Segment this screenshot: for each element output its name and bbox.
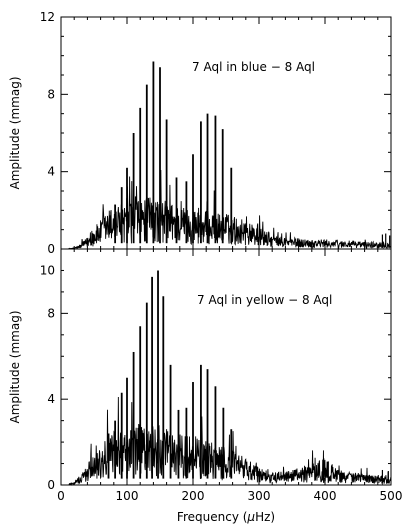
y-tick-label-bottom-4: 4 [47,392,55,406]
series-top [61,61,392,250]
annotation-top: 7 Aql in blue − 8 Aql [192,60,315,74]
annotation-bottom: 7 Aql in yellow − 8 Aql [197,293,332,307]
y-tick-label-top-12: 12 [40,10,55,24]
x-tick-label-100: 100 [116,489,139,503]
x-tick-label-0: 0 [57,489,65,503]
noise-line-bottom [61,396,392,486]
y-tick-label-bottom-0: 0 [47,478,55,492]
y-tick-label-bottom-10: 10 [40,263,55,277]
y-axis-label-bottom: Amplitude (mmag) [8,310,22,423]
series-bottom [61,270,392,486]
panel-top: 7 Aql in blue − 8 Aql Amplitude (mmag) 0… [8,10,392,256]
y-tick-label-top-8: 8 [47,87,55,101]
noise-line-top [61,170,392,250]
x-tick-label-500: 500 [380,489,403,503]
y-axis-label-top: Amplitude (mmag) [8,76,22,189]
ticks-bottom: 0 100 200 300 400 500 0 4 8 10 [40,248,403,503]
y-tick-label-top-4: 4 [47,165,55,179]
plot-frame-bottom [60,248,392,486]
y-tick-label-top-0: 0 [47,242,55,256]
y-tick-label-bottom-8: 8 [47,306,55,320]
panel-bottom: 7 Aql in yellow − 8 Aql Amplitude (mmag)… [8,248,403,524]
x-tick-label-200: 200 [182,489,205,503]
x-tick-label-300: 300 [248,489,271,503]
x-axis-label: Frequency (μHz) [177,510,275,524]
x-tick-label-400: 400 [314,489,337,503]
ticks-top: 0 4 8 12 [40,10,392,256]
